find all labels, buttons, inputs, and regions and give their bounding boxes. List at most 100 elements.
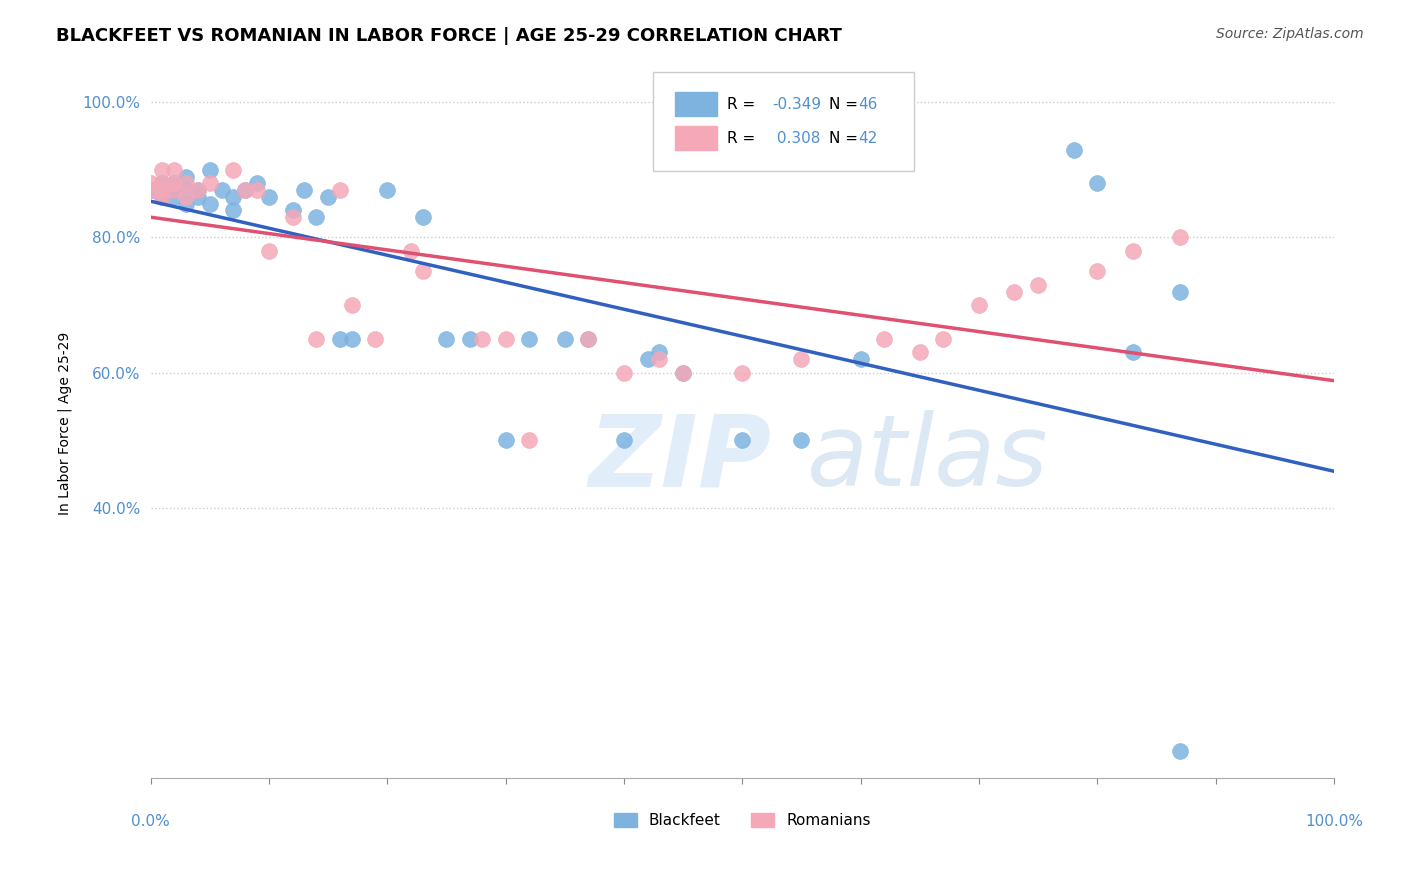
Point — [163, 177, 186, 191]
Point — [648, 352, 671, 367]
Point — [163, 183, 186, 197]
Point — [873, 332, 896, 346]
Point — [908, 345, 931, 359]
Point — [672, 366, 695, 380]
Point — [790, 434, 813, 448]
Point — [434, 332, 457, 346]
Point — [648, 345, 671, 359]
Point — [174, 177, 197, 191]
Point — [613, 434, 636, 448]
Point — [458, 332, 481, 346]
Point — [375, 183, 398, 197]
Point — [222, 190, 245, 204]
Text: ZIP: ZIP — [588, 410, 772, 508]
Point — [790, 352, 813, 367]
Point — [1063, 143, 1085, 157]
Point — [412, 211, 434, 225]
Point — [1122, 244, 1144, 258]
Point — [163, 190, 186, 204]
Point — [139, 177, 162, 191]
Point — [150, 190, 173, 204]
Point — [233, 183, 256, 197]
Point — [329, 183, 352, 197]
Point — [139, 183, 162, 197]
Point — [257, 190, 280, 204]
Point — [174, 190, 197, 204]
Point — [222, 203, 245, 218]
Point — [731, 366, 754, 380]
Point — [967, 298, 990, 312]
Text: BLACKFEET VS ROMANIAN IN LABOR FORCE | AGE 25-29 CORRELATION CHART: BLACKFEET VS ROMANIAN IN LABOR FORCE | A… — [56, 27, 842, 45]
Text: 0.308: 0.308 — [772, 130, 820, 145]
Text: N =: N = — [828, 96, 862, 112]
Point — [576, 332, 599, 346]
Point — [211, 183, 233, 197]
Text: Source: ZipAtlas.com: Source: ZipAtlas.com — [1216, 27, 1364, 41]
Point — [932, 332, 955, 346]
Point — [150, 177, 173, 191]
Point — [187, 183, 209, 197]
Point — [246, 183, 269, 197]
Point — [139, 183, 162, 197]
Point — [613, 366, 636, 380]
Point — [292, 183, 315, 197]
Text: 46: 46 — [858, 96, 877, 112]
Text: 42: 42 — [858, 130, 877, 145]
Point — [316, 190, 339, 204]
Text: N =: N = — [828, 130, 862, 145]
Point — [150, 183, 173, 197]
Point — [174, 196, 197, 211]
Point — [495, 332, 517, 346]
Text: 0.0%: 0.0% — [131, 814, 170, 829]
Text: R =: R = — [727, 130, 759, 145]
Point — [187, 183, 209, 197]
Point — [731, 434, 754, 448]
Point — [198, 196, 221, 211]
Point — [672, 366, 695, 380]
Text: -0.349: -0.349 — [772, 96, 821, 112]
Point — [305, 332, 328, 346]
Point — [198, 177, 221, 191]
Legend: Blackfeet, Romanians: Blackfeet, Romanians — [607, 807, 877, 834]
Point — [150, 190, 173, 204]
Point — [340, 332, 363, 346]
Point — [174, 183, 197, 197]
Point — [257, 244, 280, 258]
Text: 100.0%: 100.0% — [1305, 814, 1362, 829]
Point — [517, 332, 540, 346]
Point — [1122, 345, 1144, 359]
Point — [1002, 285, 1025, 299]
Point — [233, 183, 256, 197]
Point — [305, 211, 328, 225]
Point — [198, 162, 221, 177]
Point — [163, 177, 186, 191]
Point — [412, 264, 434, 278]
Point — [849, 352, 872, 367]
Point — [517, 434, 540, 448]
Point — [364, 332, 387, 346]
Point — [150, 183, 173, 197]
Point — [637, 352, 659, 367]
Text: atlas: atlas — [807, 410, 1049, 508]
Point — [576, 332, 599, 346]
Point — [1085, 264, 1108, 278]
Point — [1085, 177, 1108, 191]
Point — [495, 434, 517, 448]
Point — [163, 162, 186, 177]
Y-axis label: In Labor Force | Age 25-29: In Labor Force | Age 25-29 — [58, 332, 72, 515]
Point — [281, 203, 304, 218]
Point — [1168, 744, 1191, 758]
Point — [163, 183, 186, 197]
Point — [1168, 285, 1191, 299]
Point — [174, 169, 197, 184]
Point — [329, 332, 352, 346]
FancyBboxPatch shape — [654, 72, 914, 171]
Point — [554, 332, 576, 346]
Point — [471, 332, 494, 346]
Point — [281, 211, 304, 225]
FancyBboxPatch shape — [675, 126, 717, 150]
Point — [399, 244, 422, 258]
Text: R =: R = — [727, 96, 759, 112]
Point — [187, 190, 209, 204]
Point — [150, 162, 173, 177]
